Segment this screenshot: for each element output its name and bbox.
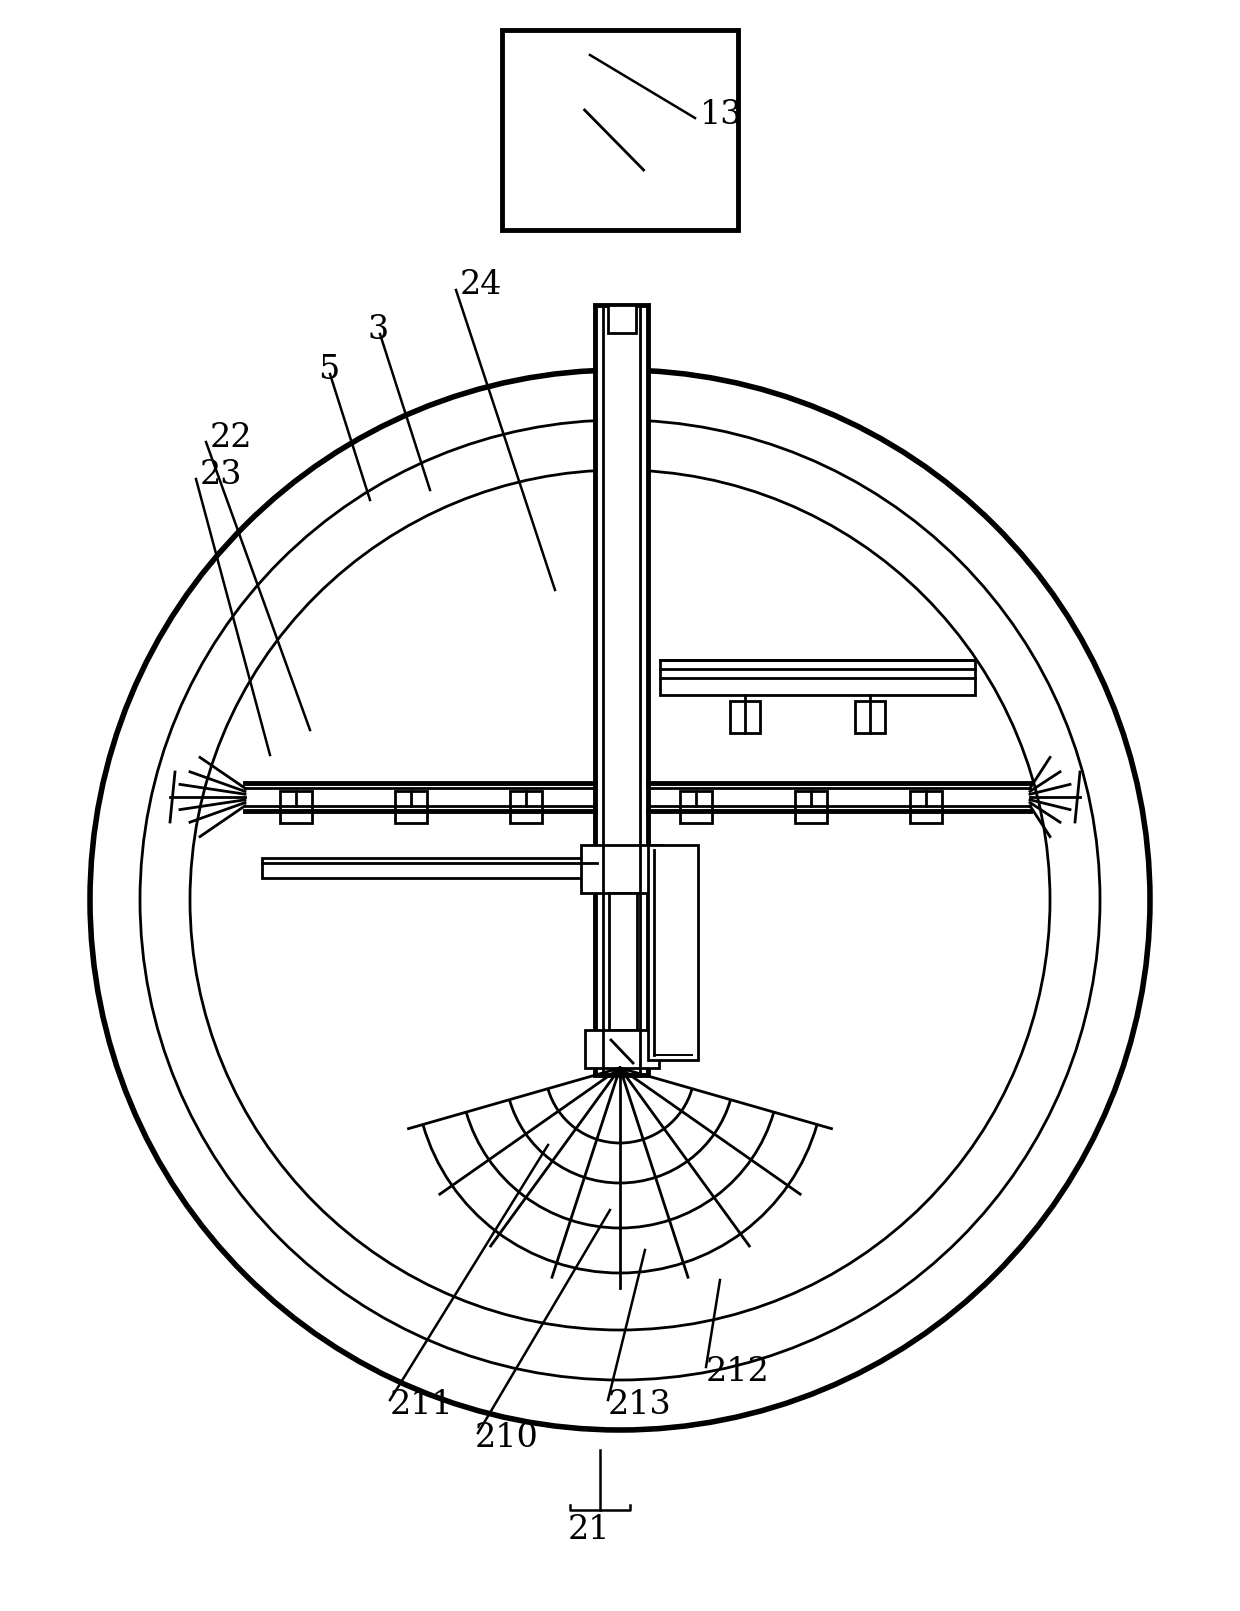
Bar <box>510 791 542 823</box>
Text: 21: 21 <box>568 1514 610 1547</box>
Bar <box>608 304 635 333</box>
Bar <box>730 701 760 733</box>
Bar <box>595 304 649 1075</box>
Bar <box>609 892 637 1029</box>
Bar <box>649 846 698 1060</box>
Bar <box>910 791 942 823</box>
Bar <box>262 859 596 878</box>
Bar <box>856 701 885 733</box>
Text: 210: 210 <box>475 1423 539 1455</box>
Text: 3: 3 <box>368 314 389 346</box>
Bar <box>396 791 427 823</box>
Text: 24: 24 <box>460 269 502 301</box>
Bar <box>585 1029 658 1068</box>
Bar <box>502 31 738 230</box>
Bar <box>680 791 712 823</box>
Bar <box>660 661 975 694</box>
Bar <box>280 791 312 823</box>
Text: 211: 211 <box>391 1389 454 1421</box>
Text: 212: 212 <box>706 1356 770 1389</box>
Text: 22: 22 <box>210 422 253 454</box>
Text: 23: 23 <box>200 459 243 491</box>
Text: 213: 213 <box>608 1389 672 1421</box>
Bar <box>582 846 663 892</box>
Text: 5: 5 <box>317 354 340 387</box>
Bar <box>795 791 827 823</box>
Text: 13: 13 <box>701 98 743 130</box>
